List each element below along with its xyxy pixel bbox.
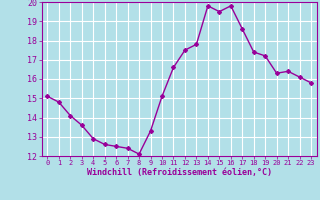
X-axis label: Windchill (Refroidissement éolien,°C): Windchill (Refroidissement éolien,°C) (87, 168, 272, 177)
